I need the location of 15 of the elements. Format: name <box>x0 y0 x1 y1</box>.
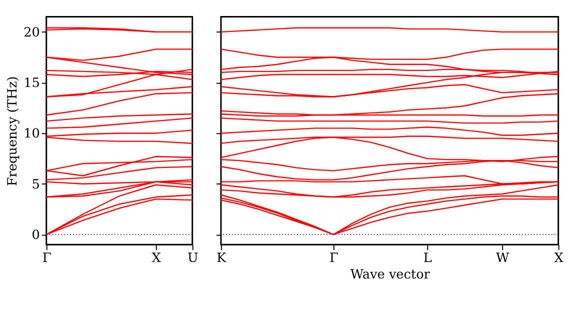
x-tick-label: U <box>187 250 198 266</box>
x-tick-label: Γ <box>329 250 338 266</box>
x-tick-label: X <box>152 250 162 266</box>
y-axis-title: Frequency (THz) <box>6 76 21 186</box>
y-tick-label: 15 <box>24 76 40 92</box>
x-tick-label: K <box>216 250 227 266</box>
x-tick-label: W <box>496 250 510 266</box>
y-tick-label: 5 <box>32 177 40 192</box>
y-tick-label: 10 <box>24 126 40 142</box>
x-tick-label: X <box>554 250 564 266</box>
x-axis-title: Wave vector <box>350 268 431 283</box>
x-tick-label: L <box>423 250 432 266</box>
y-tick-label: 0 <box>32 228 40 243</box>
x-tick-label: Γ <box>42 250 52 266</box>
y-tick-label: 20 <box>24 25 40 40</box>
